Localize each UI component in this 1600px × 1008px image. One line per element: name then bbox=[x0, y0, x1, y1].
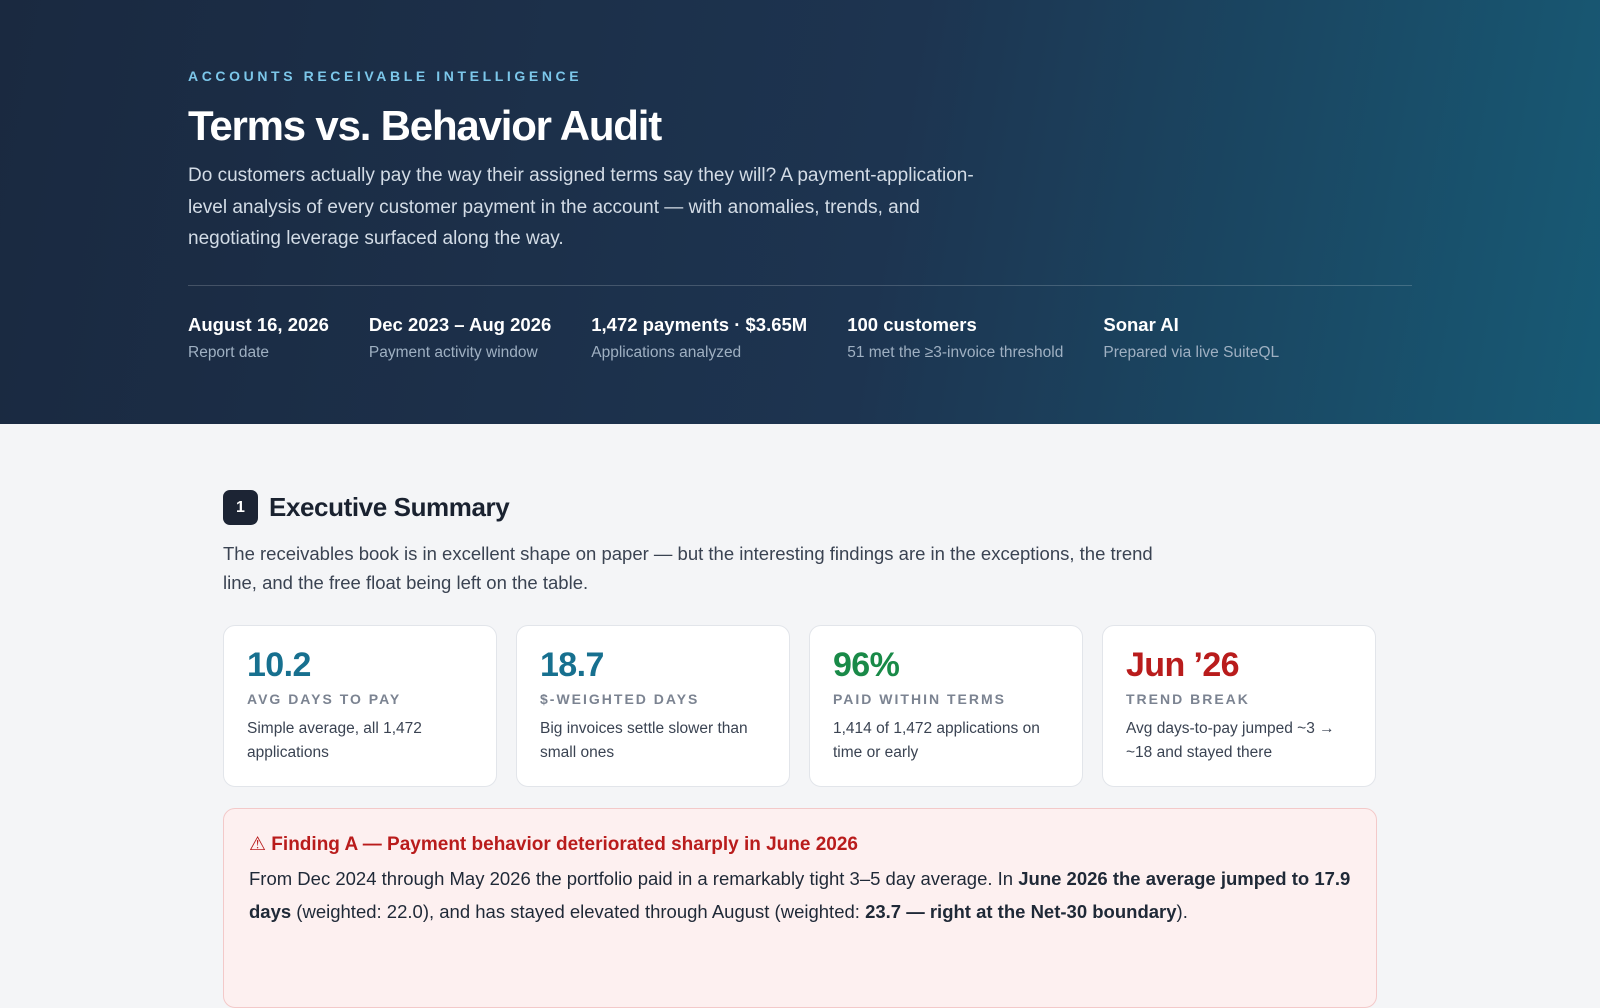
finding-callout: ⚠ Finding A — Payment behavior deteriora… bbox=[223, 808, 1377, 1008]
meta-value: 100 customers bbox=[847, 313, 977, 335]
section-number: 1 bbox=[223, 490, 258, 525]
section-header: 1 Executive Summary bbox=[223, 490, 1377, 525]
kpi-description: 1,414 of 1,472 applications on time or e… bbox=[833, 720, 1040, 761]
eyebrow: ACCOUNTS RECEIVABLE INTELLIGENCE bbox=[188, 68, 583, 84]
kpi-description: Simple average, all 1,472 applications bbox=[247, 720, 422, 761]
meta-label: Payment activity window bbox=[368, 343, 538, 361]
meta-item: Dec 2023 – Aug 2026 Payment activity wind… bbox=[369, 314, 551, 362]
kpi-label: TREND BREAK bbox=[1126, 691, 1250, 707]
kpi-card: 96% PAID WITHIN TERMS 1,414 of 1,472 appli… bbox=[809, 625, 1083, 787]
kpi-value: 18.7 bbox=[540, 646, 604, 684]
kpi-description: Big invoices settle slower than small on… bbox=[540, 720, 748, 761]
meta-value: 1,472 payments · $3.65M bbox=[591, 313, 808, 335]
meta-item: 100 customers 51 met the ≥3-invoice thres… bbox=[847, 314, 1063, 362]
meta-label: Report date bbox=[188, 343, 269, 361]
content: 1 Executive Summary The receivables book… bbox=[0, 424, 1377, 1008]
meta-value: August 16, 2026 bbox=[188, 313, 329, 335]
finding-body: From Dec 2024 through May 2026 the portf… bbox=[249, 862, 1351, 928]
meta-row: August 16, 2026 Report date Dec 2023 – Aug… bbox=[188, 314, 1412, 362]
kpi-label: $-WEIGHTED DAYS bbox=[540, 691, 700, 707]
kpi-label: PAID WITHIN TERMS bbox=[833, 691, 1006, 707]
section-intro: The receivables book is in excellent sha… bbox=[223, 543, 1153, 593]
divider bbox=[188, 284, 1412, 286]
emphasis-text: 23.7 — right at the Net-30 boundary bbox=[865, 901, 1177, 922]
kpi-description: Avg days-to-pay jumped ~3 → ~18 and stay… bbox=[1126, 720, 1335, 761]
body-text: (weighted: 22.0), and has stayed elevate… bbox=[291, 901, 866, 922]
meta-label: Applications analyzed bbox=[591, 343, 742, 361]
body-text: From Dec 2024 through May 2026 the portf… bbox=[249, 868, 1019, 889]
meta-value: Dec 2023 – Aug 2026 bbox=[368, 313, 552, 335]
report-subtitle: Do customers actually pay the way their … bbox=[188, 165, 974, 250]
kpi-value: 10.2 bbox=[247, 646, 311, 684]
kpi-card: 10.2 AVG DAYS TO PAY Simple average, all 1… bbox=[223, 625, 497, 787]
body-text: ). bbox=[1176, 901, 1188, 922]
section-title: Executive Summary bbox=[269, 492, 510, 522]
meta-label: 51 met the ≥3-invoice threshold bbox=[847, 343, 1064, 361]
meta-item: August 16, 2026 Report date bbox=[188, 314, 329, 362]
meta-item: 1,472 payments · $3.65M Applications anal… bbox=[591, 314, 807, 362]
meta-label: Prepared via live SuiteQL bbox=[1103, 343, 1280, 361]
kpi-cards: 10.2 AVG DAYS TO PAY Simple average, all 1… bbox=[223, 625, 1377, 787]
finding-title: ⚠ Finding A — Payment behavior deteriora… bbox=[249, 834, 859, 855]
kpi-value: 96% bbox=[833, 646, 900, 684]
kpi-card: Jun ’26 TREND BREAK Avg days-to-pay jumped… bbox=[1102, 625, 1376, 787]
report-title: Terms vs. Behavior Audit bbox=[188, 102, 662, 149]
report-header: ACCOUNTS RECEIVABLE INTELLIGENCE Terms v… bbox=[0, 0, 1600, 424]
kpi-card: 18.7 $-WEIGHTED DAYS Big invoices settle s… bbox=[516, 625, 790, 787]
kpi-label: AVG DAYS TO PAY bbox=[247, 691, 402, 707]
meta-value: Sonar AI bbox=[1103, 313, 1179, 335]
meta-item: Sonar AI Prepared via live SuiteQL bbox=[1103, 314, 1279, 362]
kpi-value: Jun ’26 bbox=[1126, 646, 1240, 684]
